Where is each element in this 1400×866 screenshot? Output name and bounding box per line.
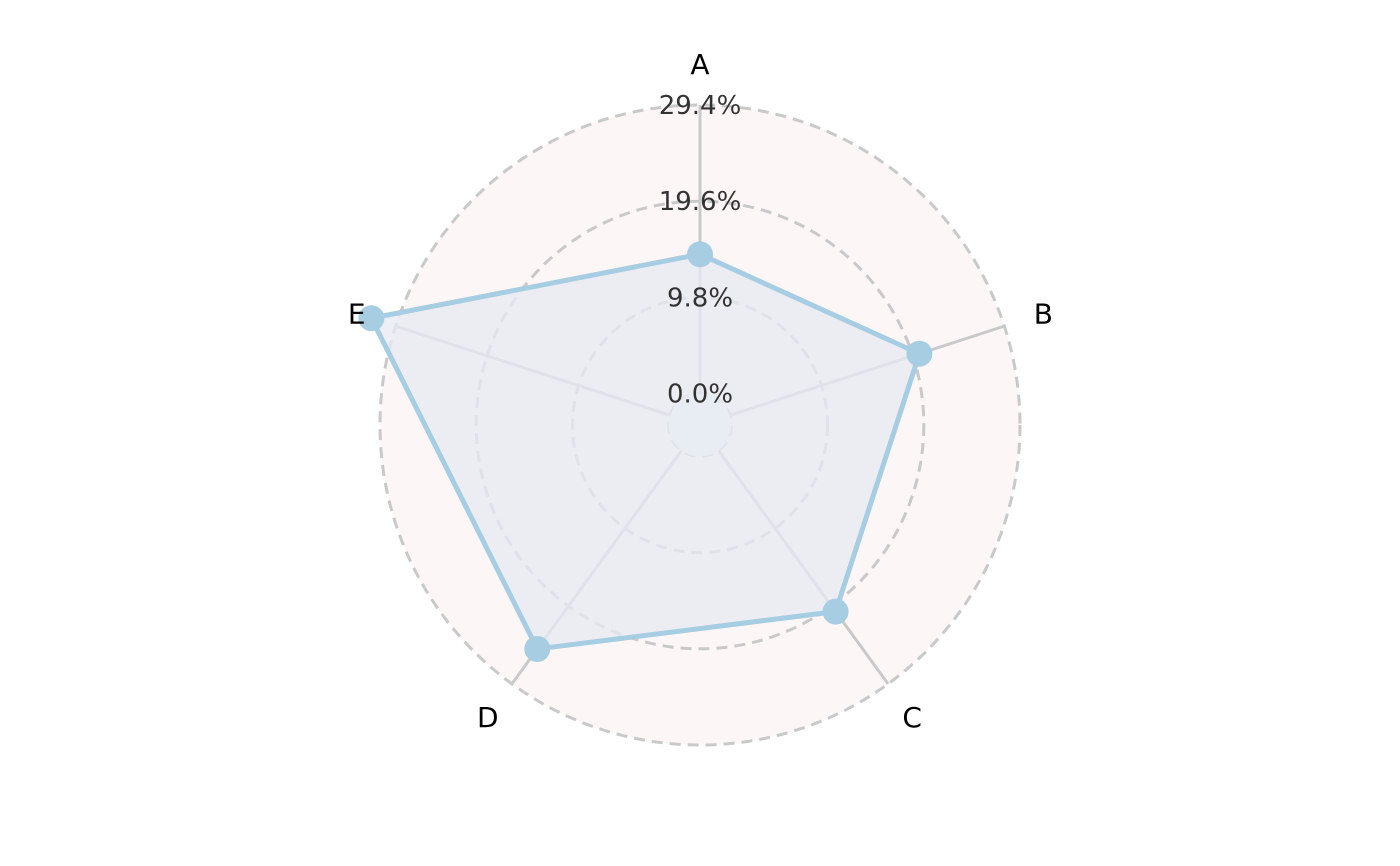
marker-D bbox=[524, 635, 551, 662]
tick-label-3: 29.4% bbox=[659, 91, 742, 121]
grid-ring-3 bbox=[378, 103, 1022, 747]
tick-label-1: 9.8% bbox=[667, 283, 733, 313]
tick-label-0: 0.0% bbox=[667, 380, 733, 410]
marker-B bbox=[906, 340, 933, 367]
marker-A bbox=[687, 241, 713, 268]
category-label-A: A bbox=[690, 48, 709, 81]
series-area bbox=[368, 251, 922, 652]
marker-E bbox=[358, 305, 385, 332]
series-markers bbox=[358, 241, 933, 662]
category-label-E: E bbox=[348, 297, 366, 330]
category-label-B: B bbox=[1034, 297, 1053, 330]
category-label-C: C bbox=[902, 701, 922, 734]
marker-C bbox=[822, 598, 849, 625]
tick-labels: 0.0% 9.8% 19.6% 29.4% bbox=[659, 91, 742, 410]
tick-label-2: 19.6% bbox=[659, 187, 742, 217]
category-label-D: D bbox=[477, 701, 499, 734]
category-labels: A B C D E bbox=[348, 48, 1053, 734]
